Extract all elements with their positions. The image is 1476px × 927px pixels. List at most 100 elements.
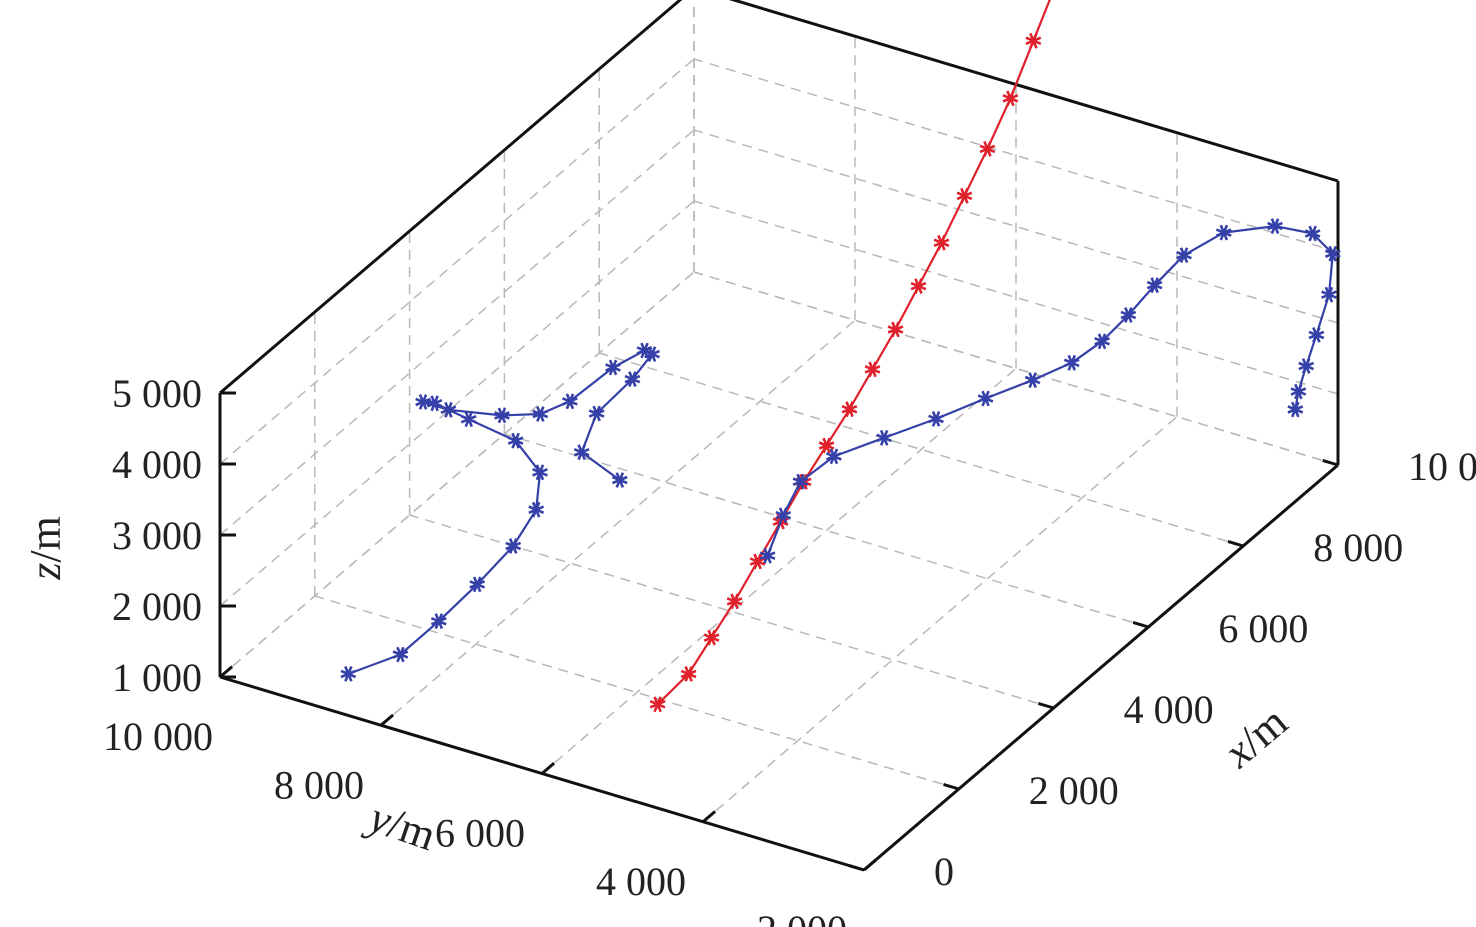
grid-line-back-z bbox=[219, 129, 695, 536]
series-layer bbox=[340, 0, 1341, 713]
data-point-star bbox=[644, 346, 660, 362]
data-point-star bbox=[928, 411, 944, 427]
data-point-star bbox=[841, 401, 858, 418]
data-point-star bbox=[759, 547, 776, 564]
data-point-star bbox=[1298, 358, 1315, 374]
x-tick-mark bbox=[1037, 701, 1055, 710]
y-tick-mark bbox=[863, 858, 878, 872]
data-point-star bbox=[933, 234, 950, 251]
data-point-star bbox=[1267, 218, 1283, 235]
data-point-star bbox=[1304, 225, 1321, 242]
z-tick-label: 3 000 bbox=[112, 513, 202, 558]
data-point-star bbox=[624, 371, 641, 388]
data-point-star bbox=[415, 394, 431, 410]
data-point-star bbox=[792, 473, 809, 490]
grid-line-floor-y bbox=[541, 367, 1017, 775]
z-tick-label: 5 000 bbox=[112, 371, 202, 416]
data-point-star bbox=[532, 406, 549, 422]
data-point-star bbox=[1321, 286, 1337, 303]
data-point-star bbox=[532, 464, 548, 481]
data-point-star bbox=[910, 278, 927, 294]
data-point-star bbox=[562, 393, 578, 410]
y-tick-label: 6 000 bbox=[435, 811, 525, 856]
data-point-star bbox=[818, 437, 835, 454]
data-point-star bbox=[1308, 326, 1325, 343]
grid-line-floor-y bbox=[702, 416, 1178, 823]
data-point-star bbox=[649, 696, 666, 713]
data-point-star bbox=[469, 576, 486, 593]
data-point-star bbox=[573, 444, 590, 461]
data-point-star bbox=[528, 501, 545, 518]
x-tick-mark bbox=[1132, 620, 1149, 629]
data-point-star bbox=[680, 666, 697, 682]
data-point-star bbox=[392, 646, 409, 663]
series-line-3 bbox=[766, 225, 1334, 557]
data-point-star bbox=[979, 141, 996, 157]
y-tick-label: 10 000 bbox=[103, 714, 213, 759]
z-tick-label: 4 000 bbox=[112, 442, 202, 487]
y-tick-label: 4 000 bbox=[596, 859, 686, 904]
data-point-star bbox=[775, 507, 792, 524]
data-point-star bbox=[340, 666, 357, 682]
y-tick-mark bbox=[219, 665, 234, 679]
box-top-back-edge bbox=[219, 0, 683, 395]
data-point-star bbox=[507, 432, 524, 449]
y-tick-label: 8 000 bbox=[274, 762, 364, 807]
x-tick-label: 4 000 bbox=[1124, 687, 1214, 732]
grid-line-back-z bbox=[219, 58, 695, 465]
data-point-star bbox=[611, 472, 628, 488]
axes-frame bbox=[218, 0, 1340, 872]
data-point-star bbox=[1146, 277, 1163, 294]
x-tick-mark bbox=[848, 863, 865, 872]
data-point-star bbox=[1063, 354, 1080, 371]
x-tick-mark bbox=[1227, 539, 1244, 548]
data-point-star bbox=[1094, 333, 1110, 350]
data-point-star bbox=[749, 553, 766, 570]
data-point-star bbox=[426, 395, 443, 412]
data-point-star bbox=[876, 429, 892, 446]
data-point-star bbox=[1025, 32, 1042, 49]
x-tick-label: 6 000 bbox=[1218, 606, 1308, 651]
data-point-star bbox=[1287, 401, 1304, 418]
data-point-star bbox=[1324, 245, 1341, 262]
x-tick-label: 2 000 bbox=[1029, 768, 1119, 813]
data-point-star bbox=[825, 448, 842, 465]
data-point-star bbox=[494, 407, 510, 424]
data-point-star bbox=[1215, 224, 1232, 241]
data-point-star bbox=[588, 405, 605, 422]
x-tick-label: 8 000 bbox=[1313, 525, 1403, 570]
x-tick-label: 10 000 bbox=[1408, 444, 1476, 489]
data-point-star bbox=[430, 613, 447, 630]
x-tick-mark bbox=[943, 782, 960, 791]
x-tick-label: 0 bbox=[934, 849, 954, 894]
series-line-1 bbox=[348, 349, 654, 675]
x-tick-mark bbox=[1322, 458, 1339, 467]
y-axis-label: y/m bbox=[360, 791, 442, 860]
z-axis-label: z/m bbox=[21, 516, 70, 581]
data-point-star bbox=[636, 342, 653, 359]
data-point-star bbox=[1024, 372, 1041, 388]
data-point-star bbox=[440, 401, 457, 418]
x-axis-line bbox=[863, 463, 1339, 872]
data-point-star bbox=[887, 321, 904, 338]
data-point-star bbox=[1176, 247, 1192, 263]
data-point-star bbox=[956, 187, 973, 204]
y-tick-mark bbox=[380, 713, 395, 727]
grid-line-back-z bbox=[219, 271, 695, 678]
data-point-star bbox=[1290, 383, 1307, 400]
y-tick-mark bbox=[702, 810, 717, 823]
y-tick-label: 2 000 bbox=[757, 907, 847, 927]
data-point-star bbox=[605, 359, 621, 376]
data-point-star bbox=[977, 390, 994, 407]
y-tick-mark bbox=[541, 761, 556, 775]
z-tick-label: 2 000 bbox=[112, 584, 202, 629]
data-point-star bbox=[460, 411, 477, 428]
data-point-star bbox=[505, 538, 522, 554]
grid-line-back-z bbox=[219, 200, 695, 607]
data-point-star bbox=[703, 629, 720, 646]
z-tick-label: 1 000 bbox=[112, 655, 202, 700]
grid-line-floor-y bbox=[380, 319, 856, 726]
data-point-star bbox=[726, 593, 743, 610]
